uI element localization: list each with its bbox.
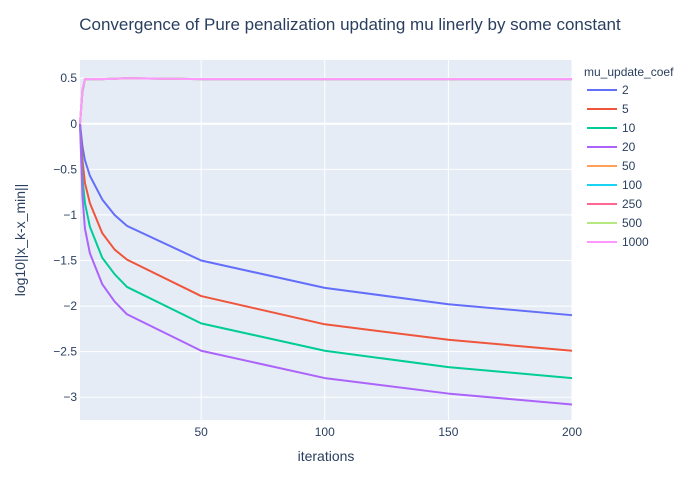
legend-label-20: 20 bbox=[622, 140, 636, 154]
y-tick-label: −2 bbox=[63, 299, 77, 313]
x-tick-label: 50 bbox=[194, 425, 208, 439]
series-line-2 bbox=[79, 123, 573, 317]
y-tick-label: −3 bbox=[63, 390, 77, 404]
y-tick-label: 0 bbox=[70, 117, 77, 131]
axis-ticks: 50 100 150 200 0.5 0 −0.5 −1 −1.5 −2 −2.5 −3 bbox=[53, 71, 582, 439]
y-axis-title: log10||x_k-x_min|| bbox=[12, 184, 28, 297]
legend-label-2: 2 bbox=[622, 83, 629, 97]
series-lines bbox=[79, 77, 573, 406]
x-tick-label: 100 bbox=[315, 425, 335, 439]
series-line-10 bbox=[79, 123, 573, 380]
series-line-1000 bbox=[79, 77, 572, 124]
x-tick-label: 150 bbox=[438, 425, 458, 439]
legend-label-250: 250 bbox=[622, 197, 642, 211]
series-line-20 bbox=[79, 123, 573, 406]
series-line-5 bbox=[79, 123, 573, 352]
chart-title: Convergence of Pure penalization updatin… bbox=[79, 15, 621, 34]
x-axis-title: iterations bbox=[298, 448, 355, 464]
legend-title: mu_update_coef bbox=[584, 65, 674, 79]
plot-area bbox=[80, 60, 572, 420]
legend-label-50: 50 bbox=[622, 159, 636, 173]
legend-label-1000: 1000 bbox=[622, 235, 649, 249]
legend-label-500: 500 bbox=[622, 216, 642, 230]
y-tick-label: 0.5 bbox=[60, 71, 77, 85]
y-tick-label: −1 bbox=[63, 208, 77, 222]
legend-label-5: 5 bbox=[622, 102, 629, 116]
legend: mu_update_coef 2 5 10 20 50 100 250 500 1000 bbox=[584, 65, 674, 249]
legend-label-100: 100 bbox=[622, 178, 642, 192]
y-tick-label: −2.5 bbox=[53, 345, 77, 359]
x-tick-label: 200 bbox=[562, 425, 582, 439]
legend-label-10: 10 bbox=[622, 121, 636, 135]
y-tick-label: −0.5 bbox=[53, 162, 77, 176]
y-tick-label: −1.5 bbox=[53, 254, 77, 268]
